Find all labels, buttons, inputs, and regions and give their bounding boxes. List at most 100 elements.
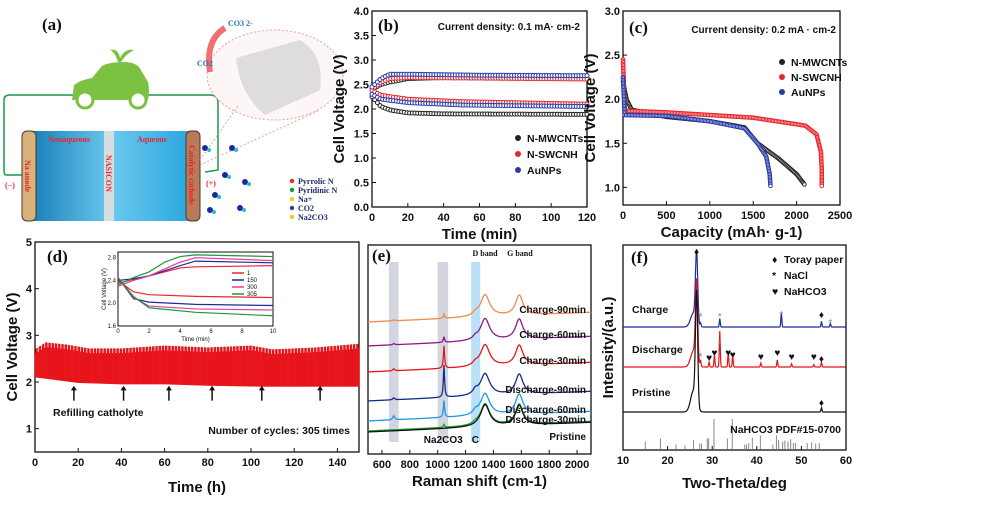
x-tick-label: 0 <box>620 210 626 222</box>
y-axis-title: Intensity/(a.u.) <box>600 297 617 399</box>
highlight-band <box>388 262 399 442</box>
co2-molecule-icon <box>212 210 216 214</box>
aqueous-label: Aqueous <box>137 135 167 144</box>
discharge-point-N-MWCNTs <box>584 111 590 117</box>
conversion-arrow <box>206 25 227 73</box>
peak-marker-icon: ♥ <box>725 348 731 359</box>
legend-marker-4 <box>289 214 295 220</box>
x-tick-label: 20 <box>72 457 84 469</box>
inset-x-tick-label: 6 <box>209 329 213 335</box>
y-axis-title: Cell Voltage (V) <box>4 293 21 402</box>
legend-label: Na+ <box>298 195 313 204</box>
inset-x-tick-label: 8 <box>240 329 244 335</box>
x-tick-label: 10 <box>617 455 629 467</box>
anode-label: Na anode <box>23 160 32 193</box>
panel-label-c: (c) <box>629 18 648 37</box>
co2-molecule-icon <box>242 179 248 185</box>
minus-terminal-label: (−) <box>5 181 15 190</box>
x-tick-label: 1200 <box>453 459 477 471</box>
peak-marker-icon: ♥ <box>789 352 795 363</box>
co2-molecule-icon <box>237 205 243 211</box>
legend-label: Toray paper <box>784 254 843 266</box>
pattern-label: Charge <box>632 304 668 316</box>
peak-marker-icon: ♦ <box>819 310 824 321</box>
y-tick-label: 1.5 <box>354 129 369 141</box>
legend-label: N-SWCNH <box>527 149 578 161</box>
x-tick-label: 1500 <box>741 210 765 222</box>
legend-marker-2 <box>289 196 295 202</box>
peak-marker-icon: ♥ <box>774 348 780 359</box>
peak-marker-icon: * <box>779 310 783 321</box>
raman-spectrum-Discharge-60min <box>367 392 592 422</box>
y-tick-label: 1 <box>26 424 32 436</box>
inset-frame <box>117 251 274 327</box>
legend-marker <box>779 89 785 95</box>
x-tick-label: 2000 <box>565 459 589 471</box>
y-tick-label: 1.0 <box>605 182 620 194</box>
peak-marker-icon: * <box>699 312 703 323</box>
pattern-label: Discharge <box>632 344 683 356</box>
y-tick-label: 0.5 <box>354 178 369 190</box>
x-tick-label: 2500 <box>828 210 852 222</box>
spectrum-label: Pristine <box>549 432 586 443</box>
data-point-AuNPs <box>768 183 773 189</box>
inset-x-tick-label: 10 <box>270 329 277 335</box>
x-axis-title: Time (min) <box>442 226 518 243</box>
legend-label: Pyrrolic N <box>298 177 334 186</box>
current-density-annotation: Current density: 0.2 mA · cm-2 <box>691 25 836 36</box>
x-tick-label: 80 <box>202 457 214 469</box>
catalytic-cathode <box>185 130 201 222</box>
y-tick-label: 2.0 <box>605 94 620 106</box>
x-tick-label: 80 <box>509 212 521 224</box>
inset-discharge-1 <box>117 279 274 299</box>
legend-label: CO2 <box>298 204 314 213</box>
y-tick-label: 2 <box>26 377 32 389</box>
inset-x-title: Time (min) <box>181 337 209 343</box>
xrd-pattern-Charge <box>623 249 846 328</box>
y-tick-label: 3 <box>26 330 32 342</box>
inset-y-title: Cell Voltage (V) <box>102 268 108 310</box>
peak-marker-icon: ♦ <box>819 398 824 409</box>
inset-legend-label: 300 <box>247 285 258 291</box>
d-band-label: D band <box>473 249 499 258</box>
plot-frame <box>622 244 847 451</box>
refill-arrow-head-icon <box>258 385 265 391</box>
chart-panel-f: 10 20 30 40 50 60 Two-Theta/deg Intensity/(a.u.… <box>600 244 852 492</box>
highlight-band <box>471 262 481 442</box>
discharge-point-N-MWCNTs <box>374 100 380 106</box>
x-tick-label: 30 <box>706 455 718 467</box>
legend-marker <box>515 135 521 141</box>
legend-label: AuNPs <box>791 87 826 99</box>
inset-y-tick-label: 2.0 <box>108 301 117 307</box>
y-tick-label: 1.5 <box>605 138 620 150</box>
legend-marker <box>515 151 521 157</box>
peak-marker-icon: ♥ <box>758 352 764 363</box>
xrd-pattern-Discharge <box>623 278 846 368</box>
chart-panel-c: 0 500 1000 1500 2000 2500 1.0 1.5 2.0 2.5 3.0 Capac… <box>582 6 852 241</box>
panel-label-d: (d) <box>47 247 68 266</box>
peak-marker-icon: * <box>718 312 722 323</box>
y-axis-title: Cell Voltage (V) <box>582 54 599 163</box>
legend-label: NaHCO3 <box>784 286 827 298</box>
inset-legend-label: 150 <box>247 278 258 284</box>
c-label: C <box>472 435 479 446</box>
panel-a-schematic: (a) Nonaqueous Aqueous NASICON Na anode … <box>3 15 344 222</box>
xrd-pattern-Pristine <box>623 289 846 413</box>
spectrum-label: Discharge-30min <box>505 415 586 426</box>
x-tick-label: 1800 <box>537 459 561 471</box>
x-tick-label: 40 <box>438 212 450 224</box>
inset-y-tick-label: 1.6 <box>108 324 117 330</box>
y-tick-label: 5 <box>26 237 32 249</box>
data-point-N-MWCNTs <box>802 182 807 187</box>
zoom-guide-line <box>199 105 239 161</box>
pattern-label: Pristine <box>632 387 671 399</box>
legend-label: N-SWCNH <box>791 72 842 84</box>
highlight-band <box>437 262 449 442</box>
inset-x-tick-label: 4 <box>178 329 182 335</box>
panel-label-e: (e) <box>372 246 391 265</box>
y-tick-label: 3.5 <box>354 31 369 43</box>
cycles-annotation: Number of cycles: 305 times <box>208 425 350 437</box>
y-tick-label: 3.0 <box>605 6 620 18</box>
